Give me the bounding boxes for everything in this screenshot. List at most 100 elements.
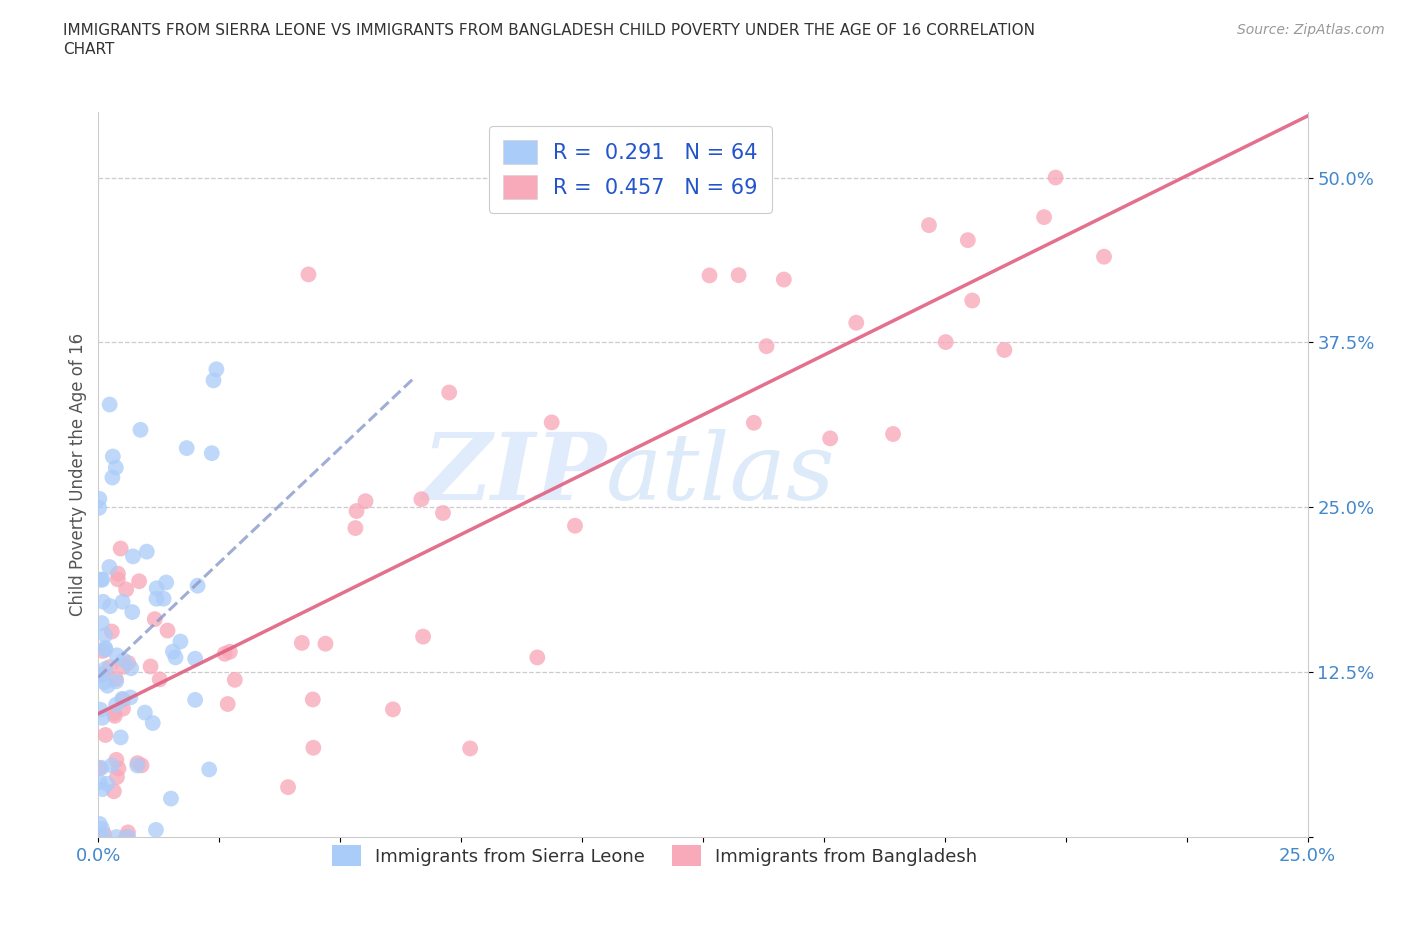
Point: [1045, 170, 1067, 185]
Point: [111, 692, 134, 707]
Point: [98, 397, 121, 412]
Point: [918, 218, 941, 232]
Point: [301, 692, 323, 707]
Point: [91, 594, 114, 609]
Point: [526, 650, 548, 665]
Point: [993, 342, 1015, 357]
Point: [90, 761, 112, 776]
Point: [120, 661, 142, 676]
Point: [110, 730, 132, 745]
Point: [93, 675, 115, 690]
Point: [96, 678, 118, 693]
Point: [314, 636, 336, 651]
Point: [117, 656, 139, 671]
Point: [432, 506, 454, 521]
Point: [101, 470, 124, 485]
Point: [139, 659, 162, 674]
Point: [94, 661, 117, 676]
Text: ZIP: ZIP: [422, 430, 606, 519]
Point: [727, 268, 749, 283]
Point: [1092, 249, 1115, 264]
Point: [956, 232, 979, 247]
Point: [127, 756, 149, 771]
Point: [89, 775, 111, 790]
Point: [91, 711, 114, 725]
Point: [176, 441, 198, 456]
Point: [131, 758, 153, 773]
Point: [217, 697, 239, 711]
Point: [121, 604, 143, 619]
Legend: Immigrants from Sierra Leone, Immigrants from Bangladesh: Immigrants from Sierra Leone, Immigrants…: [323, 836, 987, 875]
Point: [297, 267, 319, 282]
Point: [94, 727, 117, 742]
Point: [105, 830, 128, 844]
Point: [135, 544, 157, 559]
Point: [91, 572, 114, 587]
Point: [103, 706, 125, 721]
Text: IMMIGRANTS FROM SIERRA LEONE VS IMMIGRANTS FROM BANGLADESH CHILD POVERTY UNDER T: IMMIGRANTS FROM SIERRA LEONE VS IMMIGRAN…: [63, 23, 1035, 38]
Point: [91, 644, 114, 658]
Point: [128, 574, 150, 589]
Point: [184, 693, 207, 708]
Point: [198, 762, 221, 777]
Point: [149, 672, 172, 687]
Point: [184, 651, 207, 666]
Point: [143, 612, 166, 627]
Point: [89, 491, 111, 506]
Point: [960, 293, 983, 308]
Point: [90, 616, 112, 631]
Point: [437, 385, 460, 400]
Point: [122, 549, 145, 564]
Point: [162, 644, 184, 659]
Point: [169, 634, 191, 649]
Point: [91, 782, 114, 797]
Point: [411, 492, 433, 507]
Point: [742, 416, 765, 431]
Point: [104, 709, 127, 724]
Point: [129, 422, 152, 437]
Point: [103, 784, 125, 799]
Point: [94, 641, 117, 656]
Point: [105, 770, 128, 785]
Point: [699, 268, 721, 283]
Point: [104, 460, 127, 475]
Point: [165, 650, 187, 665]
Point: [381, 702, 404, 717]
Point: [87, 500, 110, 515]
Point: [89, 817, 111, 831]
Point: [458, 741, 481, 756]
Point: [107, 761, 129, 776]
Point: [772, 272, 794, 287]
Point: [105, 698, 128, 712]
Point: [145, 591, 167, 606]
Point: [201, 445, 224, 460]
Point: [134, 705, 156, 720]
Point: [90, 830, 112, 844]
Point: [156, 623, 179, 638]
Point: [94, 642, 117, 657]
Point: [111, 594, 134, 609]
Point: [155, 575, 177, 590]
Point: [564, 518, 586, 533]
Point: [935, 335, 957, 350]
Point: [117, 830, 139, 844]
Point: [111, 691, 134, 706]
Point: [93, 827, 115, 842]
Point: [91, 821, 114, 836]
Point: [224, 672, 246, 687]
Point: [90, 572, 112, 587]
Point: [540, 415, 562, 430]
Point: [105, 752, 128, 767]
Point: [1033, 209, 1056, 224]
Point: [87, 669, 110, 684]
Y-axis label: Child Poverty Under the Age of 16: Child Poverty Under the Age of 16: [69, 333, 87, 616]
Point: [96, 777, 118, 791]
Point: [101, 624, 124, 639]
Point: [142, 715, 165, 730]
Point: [117, 825, 139, 840]
Point: [98, 560, 121, 575]
Text: CHART: CHART: [63, 42, 115, 57]
Point: [89, 761, 111, 776]
Point: [120, 690, 142, 705]
Point: [111, 701, 134, 716]
